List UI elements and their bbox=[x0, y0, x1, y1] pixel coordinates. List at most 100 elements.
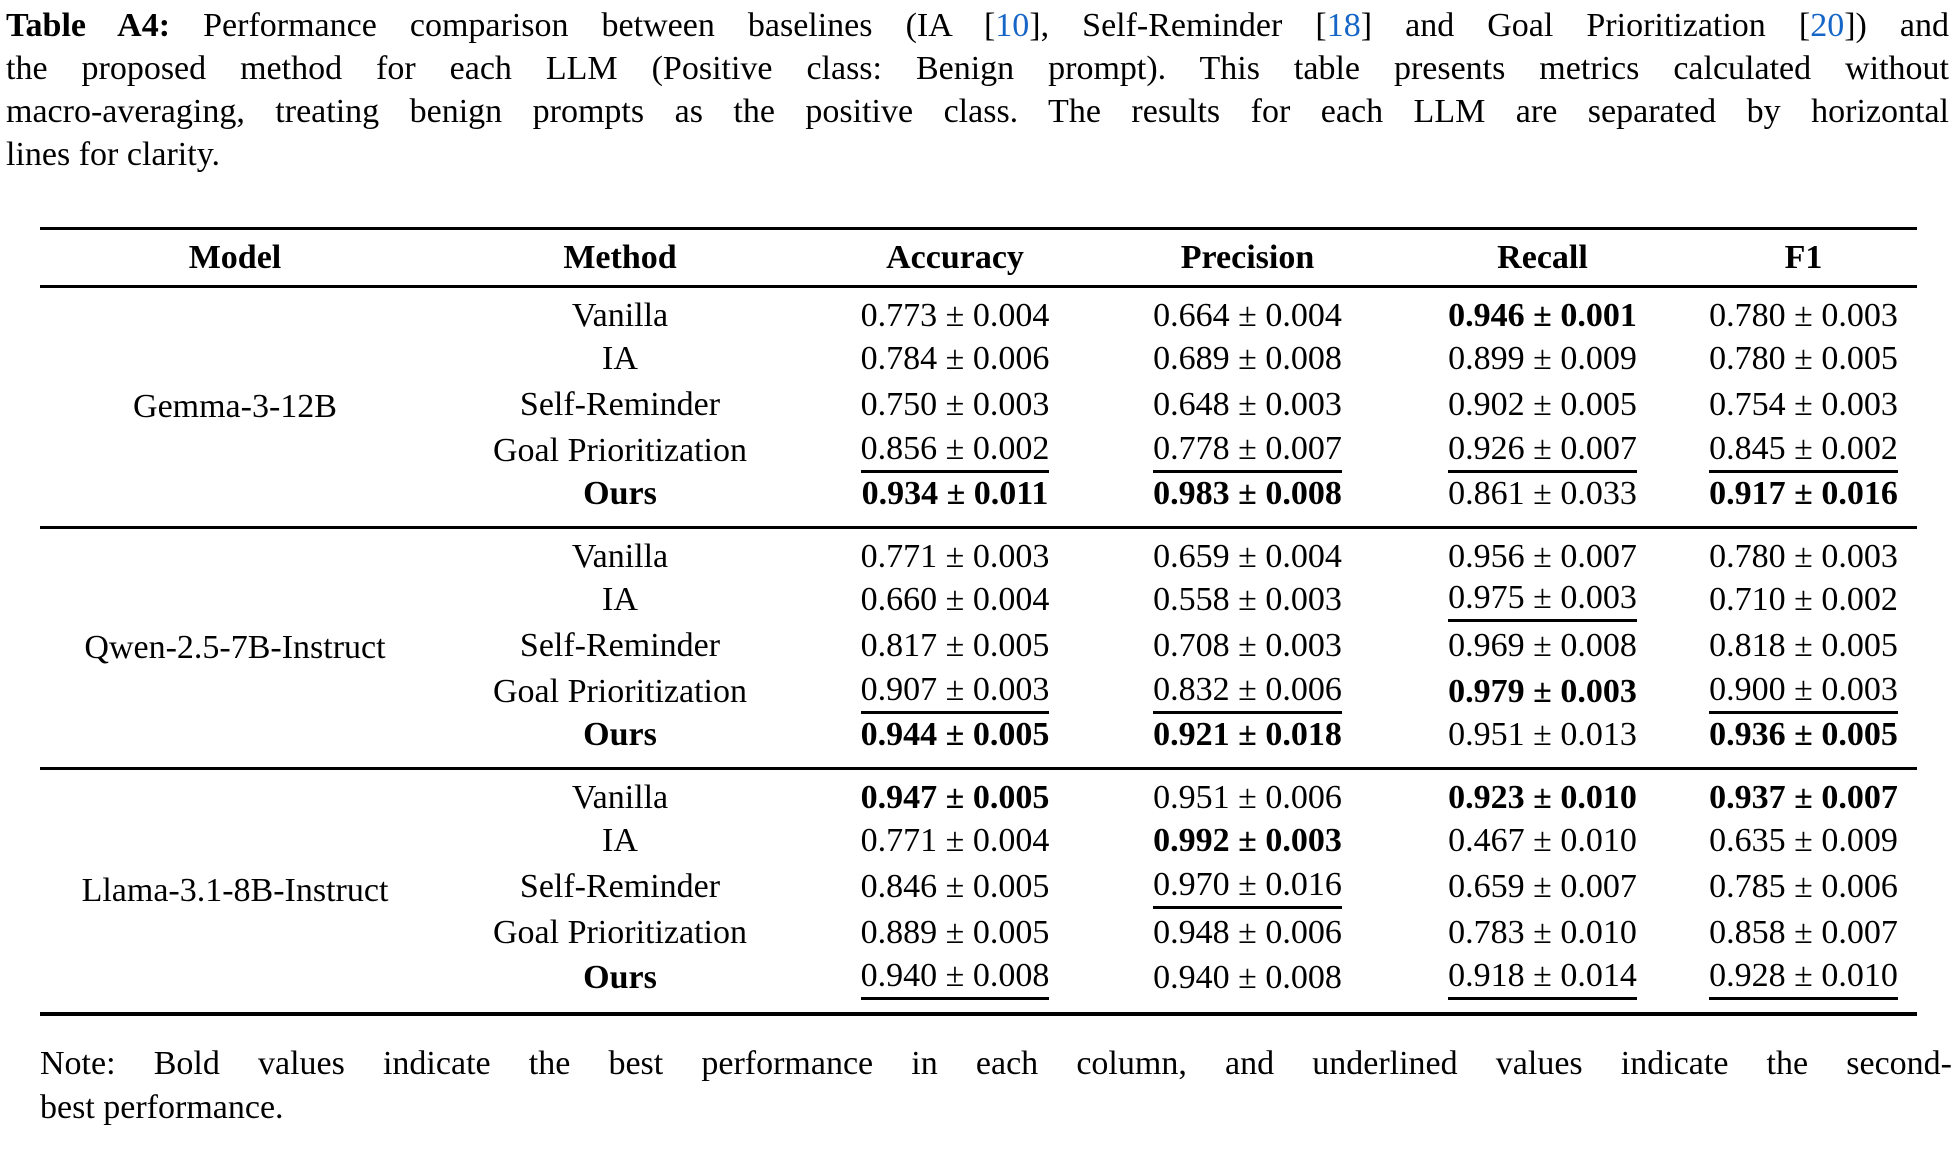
metric-value: 0.951 ± 0.013 bbox=[1448, 716, 1637, 753]
table-row: Self-Reminder 0.750 ± 0.003 0.648 ± 0.003 0… bbox=[40, 382, 1917, 428]
metric-cell: 0.754 ± 0.003 bbox=[1690, 382, 1917, 428]
metric-cell: 0.902 ± 0.005 bbox=[1395, 382, 1690, 428]
metric-value: 0.940 ± 0.008 bbox=[860, 956, 1050, 1000]
table-row: Ours 0.940 ± 0.008 0.940 ± 0.008 0.918 ± 0.… bbox=[40, 956, 1917, 1014]
model-section: Llama-3.1-8B-Instruct Vanilla 0.947 ± 0.00… bbox=[40, 769, 1917, 1014]
table-header-row: Model Method Accuracy Precision Recall F… bbox=[40, 229, 1917, 287]
method-cell: Vanilla bbox=[571, 779, 669, 816]
metric-value: 0.899 ± 0.009 bbox=[1448, 340, 1637, 377]
metric-cell: 0.635 ± 0.009 bbox=[1690, 818, 1917, 864]
citation-link-20[interactable]: 20 bbox=[1810, 7, 1845, 44]
results-table: Model Method Accuracy Precision Recall F… bbox=[40, 227, 1917, 1016]
metric-value: 0.754 ± 0.003 bbox=[1709, 386, 1898, 423]
caption-line-2: the proposed method for each LLM (Positi… bbox=[6, 50, 1949, 87]
metric-cell: 0.970 ± 0.016 bbox=[1100, 864, 1395, 910]
metric-value: 0.970 ± 0.016 bbox=[1153, 865, 1342, 909]
metric-cell: 0.832 ± 0.006 bbox=[1100, 669, 1395, 715]
metric-cell: 0.783 ± 0.010 bbox=[1395, 910, 1690, 956]
metric-cell: 0.845 ± 0.002 bbox=[1690, 428, 1917, 474]
method-cell: Goal Prioritization bbox=[492, 432, 747, 469]
metric-value: 0.664 ± 0.004 bbox=[1153, 297, 1342, 334]
metric-value: 0.659 ± 0.004 bbox=[1153, 538, 1342, 575]
metric-cell: 0.648 ± 0.003 bbox=[1100, 382, 1395, 428]
metric-cell: 0.951 ± 0.006 bbox=[1100, 769, 1395, 819]
metric-cell: 0.992 ± 0.003 bbox=[1100, 818, 1395, 864]
metric-cell: 0.861 ± 0.033 bbox=[1395, 474, 1690, 528]
metric-value: 0.785 ± 0.006 bbox=[1709, 868, 1898, 905]
table-row: Self-Reminder 0.846 ± 0.005 0.970 ± 0.016 0… bbox=[40, 864, 1917, 910]
metric-value: 0.784 ± 0.006 bbox=[860, 340, 1050, 377]
column-header-recall: Recall bbox=[1497, 238, 1588, 276]
method-cell: Ours bbox=[583, 716, 657, 753]
metric-cell: 0.558 ± 0.003 bbox=[1100, 577, 1395, 623]
metric-value: 0.951 ± 0.006 bbox=[1153, 779, 1342, 816]
table-row: Llama-3.1-8B-Instruct Vanilla 0.947 ± 0.00… bbox=[40, 769, 1917, 909]
metric-value: 0.975 ± 0.003 bbox=[1448, 578, 1637, 622]
metric-value: 0.783 ± 0.010 bbox=[1448, 914, 1637, 951]
metric-value: 0.832 ± 0.006 bbox=[1153, 670, 1342, 714]
metric-value: 0.956 ± 0.007 bbox=[1448, 538, 1637, 575]
metric-cell: 0.975 ± 0.003 bbox=[1395, 577, 1690, 623]
metric-value: 0.467 ± 0.010 bbox=[1448, 822, 1637, 859]
metric-value: 0.659 ± 0.007 bbox=[1448, 868, 1637, 905]
metric-value: 0.948 ± 0.006 bbox=[1153, 914, 1342, 951]
table-row: Self-Reminder 0.817 ± 0.005 0.708 ± 0.003 0… bbox=[40, 623, 1917, 669]
metric-cell: 0.899 ± 0.009 bbox=[1395, 336, 1690, 382]
method-cell: Ours bbox=[583, 959, 657, 996]
metric-cell: 0.780 ± 0.003 bbox=[1690, 528, 1917, 578]
caption-text: ], Self-Reminder [ bbox=[1029, 7, 1327, 44]
metric-value: 0.845 ± 0.002 bbox=[1709, 429, 1898, 473]
metric-value: 0.771 ± 0.003 bbox=[860, 538, 1050, 575]
metric-value: 0.969 ± 0.008 bbox=[1448, 627, 1637, 664]
column-header-f1: F1 bbox=[1784, 238, 1823, 276]
metric-cell: 0.983 ± 0.008 bbox=[1100, 474, 1395, 528]
metric-cell: 0.889 ± 0.005 bbox=[810, 910, 1100, 956]
metric-cell: 0.926 ± 0.007 bbox=[1395, 428, 1690, 474]
metric-value: 0.771 ± 0.004 bbox=[860, 822, 1050, 859]
column-header-method: Method bbox=[563, 238, 677, 276]
metric-cell: 0.969 ± 0.008 bbox=[1395, 623, 1690, 669]
metric-value: 0.648 ± 0.003 bbox=[1153, 386, 1342, 423]
metric-value: 0.780 ± 0.005 bbox=[1709, 340, 1898, 377]
metric-value: 0.926 ± 0.007 bbox=[1448, 429, 1637, 473]
metric-cell: 0.921 ± 0.018 bbox=[1100, 715, 1395, 769]
metric-value: 0.979 ± 0.003 bbox=[1448, 673, 1637, 710]
metric-value: 0.861 ± 0.033 bbox=[1448, 475, 1637, 512]
metric-cell: 0.947 ± 0.005 bbox=[810, 769, 1100, 819]
metric-value: 0.937 ± 0.007 bbox=[1709, 779, 1898, 816]
metric-value: 0.710 ± 0.002 bbox=[1709, 581, 1898, 618]
metric-cell: 0.817 ± 0.005 bbox=[810, 623, 1100, 669]
citation-link-18[interactable]: 18 bbox=[1326, 7, 1361, 44]
table-row: Ours 0.944 ± 0.005 0.921 ± 0.018 0.951 ± 0.… bbox=[40, 715, 1917, 769]
metric-cell: 0.773 ± 0.004 bbox=[810, 287, 1100, 337]
caption-line-4: lines for clarity. bbox=[6, 136, 220, 173]
metric-cell: 0.917 ± 0.016 bbox=[1690, 474, 1917, 528]
metric-cell: 0.708 ± 0.003 bbox=[1100, 623, 1395, 669]
table-row: Qwen-2.5-7B-Instruct Vanilla 0.771 ± 0.003… bbox=[40, 528, 1917, 666]
metric-cell: 0.467 ± 0.010 bbox=[1395, 818, 1690, 864]
metric-cell: 0.979 ± 0.003 bbox=[1395, 669, 1690, 715]
metric-cell: 0.778 ± 0.007 bbox=[1100, 428, 1395, 474]
table-row: Goal Prioritization 0.889 ± 0.005 0.948 ± … bbox=[40, 910, 1917, 956]
metric-value: 0.780 ± 0.003 bbox=[1709, 538, 1898, 575]
metric-value: 0.928 ± 0.010 bbox=[1709, 956, 1898, 1000]
metric-value: 0.900 ± 0.003 bbox=[1709, 670, 1898, 714]
metric-value: 0.689 ± 0.008 bbox=[1153, 340, 1342, 377]
metric-cell: 0.858 ± 0.007 bbox=[1690, 910, 1917, 956]
metric-cell: 0.928 ± 0.010 bbox=[1690, 956, 1917, 1014]
metric-value: 0.940 ± 0.008 bbox=[1153, 959, 1342, 996]
metric-cell: 0.940 ± 0.008 bbox=[810, 956, 1100, 1014]
metric-value: 0.558 ± 0.003 bbox=[1153, 581, 1342, 618]
metric-value: 0.921 ± 0.018 bbox=[1153, 716, 1342, 753]
metric-value: 0.936 ± 0.005 bbox=[1709, 716, 1898, 753]
metric-cell: 0.784 ± 0.006 bbox=[810, 336, 1100, 382]
table-row: IA 0.771 ± 0.004 0.992 ± 0.003 0.467 ± 0.01… bbox=[40, 818, 1917, 864]
metric-cell: 0.940 ± 0.008 bbox=[1100, 956, 1395, 1014]
metric-cell: 0.664 ± 0.004 bbox=[1100, 287, 1395, 337]
method-cell: IA bbox=[602, 340, 638, 377]
metric-cell: 0.946 ± 0.001 bbox=[1395, 287, 1690, 337]
table-row: IA 0.784 ± 0.006 0.689 ± 0.008 0.899 ± 0.00… bbox=[40, 336, 1917, 382]
citation-link-10[interactable]: 10 bbox=[995, 7, 1030, 44]
column-header-accuracy: Accuracy bbox=[886, 238, 1024, 276]
